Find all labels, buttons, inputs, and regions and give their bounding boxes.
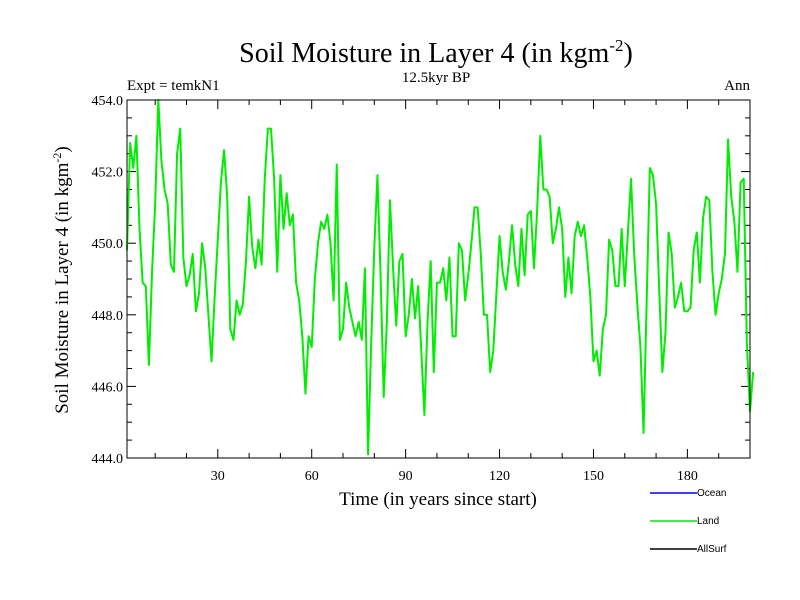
legend: Ocean Land AllSurf — [650, 488, 727, 555]
legend-label-allsurf: AllSurf — [697, 544, 727, 555]
y-axis-label-sup: -2 — [50, 153, 64, 163]
y-tick-label: 454.0 — [92, 94, 124, 109]
y-tick-label: 446.0 — [92, 380, 124, 395]
y-axis-label-main: Soil Moisture in Layer 4 (in kgm — [52, 162, 73, 413]
plot-frame — [126, 99, 751, 459]
legend-label-ocean: Ocean — [697, 488, 726, 499]
axis-tick-labels: 444.0 446.0 448.0 450.0 452.0 454.0 30 60 90 120 1… — [92, 94, 698, 484]
x-tick-label: 60 — [305, 469, 319, 484]
y-axis-label-end: ) — [52, 146, 73, 152]
x-tick-label: 90 — [399, 469, 413, 484]
chart-subtitle: 12.5kyr BP — [402, 70, 470, 86]
chart-title: Soil Moisture in Layer 4 (in kgm-2) — [239, 36, 633, 69]
x-tick-label: 120 — [489, 469, 510, 484]
season-label: Ann — [724, 78, 750, 94]
y-tick-label: 450.0 — [92, 237, 124, 252]
y-tick-label: 452.0 — [92, 166, 124, 181]
x-tick-label: 30 — [211, 469, 225, 484]
x-tick-label: 150 — [583, 469, 604, 484]
y-axis-label: Soil Moisture in Layer 4 (in kgm-2) — [50, 146, 73, 414]
chart-title-main: Soil Moisture in Layer 4 (in kgm — [239, 38, 609, 69]
experiment-label: Expt = temkN1 — [127, 78, 220, 94]
series-line-land — [126, 99, 755, 456]
chart-title-end: ) — [624, 38, 633, 69]
legend-label-land: Land — [697, 516, 719, 527]
chart-title-sup: -2 — [609, 36, 623, 55]
x-tick-label: 180 — [677, 469, 698, 484]
x-axis-label: Time (in years since start) — [339, 489, 537, 510]
y-tick-label: 444.0 — [92, 452, 124, 467]
series-group — [126, 99, 755, 456]
y-tick-label: 448.0 — [92, 309, 124, 324]
axis-ticks — [127, 99, 750, 459]
